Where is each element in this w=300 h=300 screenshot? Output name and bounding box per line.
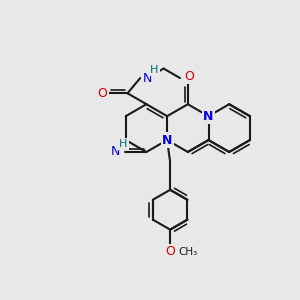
- Text: O: O: [165, 245, 175, 258]
- Text: H: H: [150, 65, 158, 75]
- Text: N: N: [111, 146, 120, 158]
- Text: N: N: [142, 71, 152, 85]
- Text: H: H: [119, 139, 128, 149]
- Text: N: N: [162, 134, 172, 146]
- Text: N: N: [203, 110, 214, 123]
- Text: O: O: [98, 87, 107, 100]
- Text: CH₃: CH₃: [178, 247, 198, 256]
- Text: O: O: [184, 70, 194, 83]
